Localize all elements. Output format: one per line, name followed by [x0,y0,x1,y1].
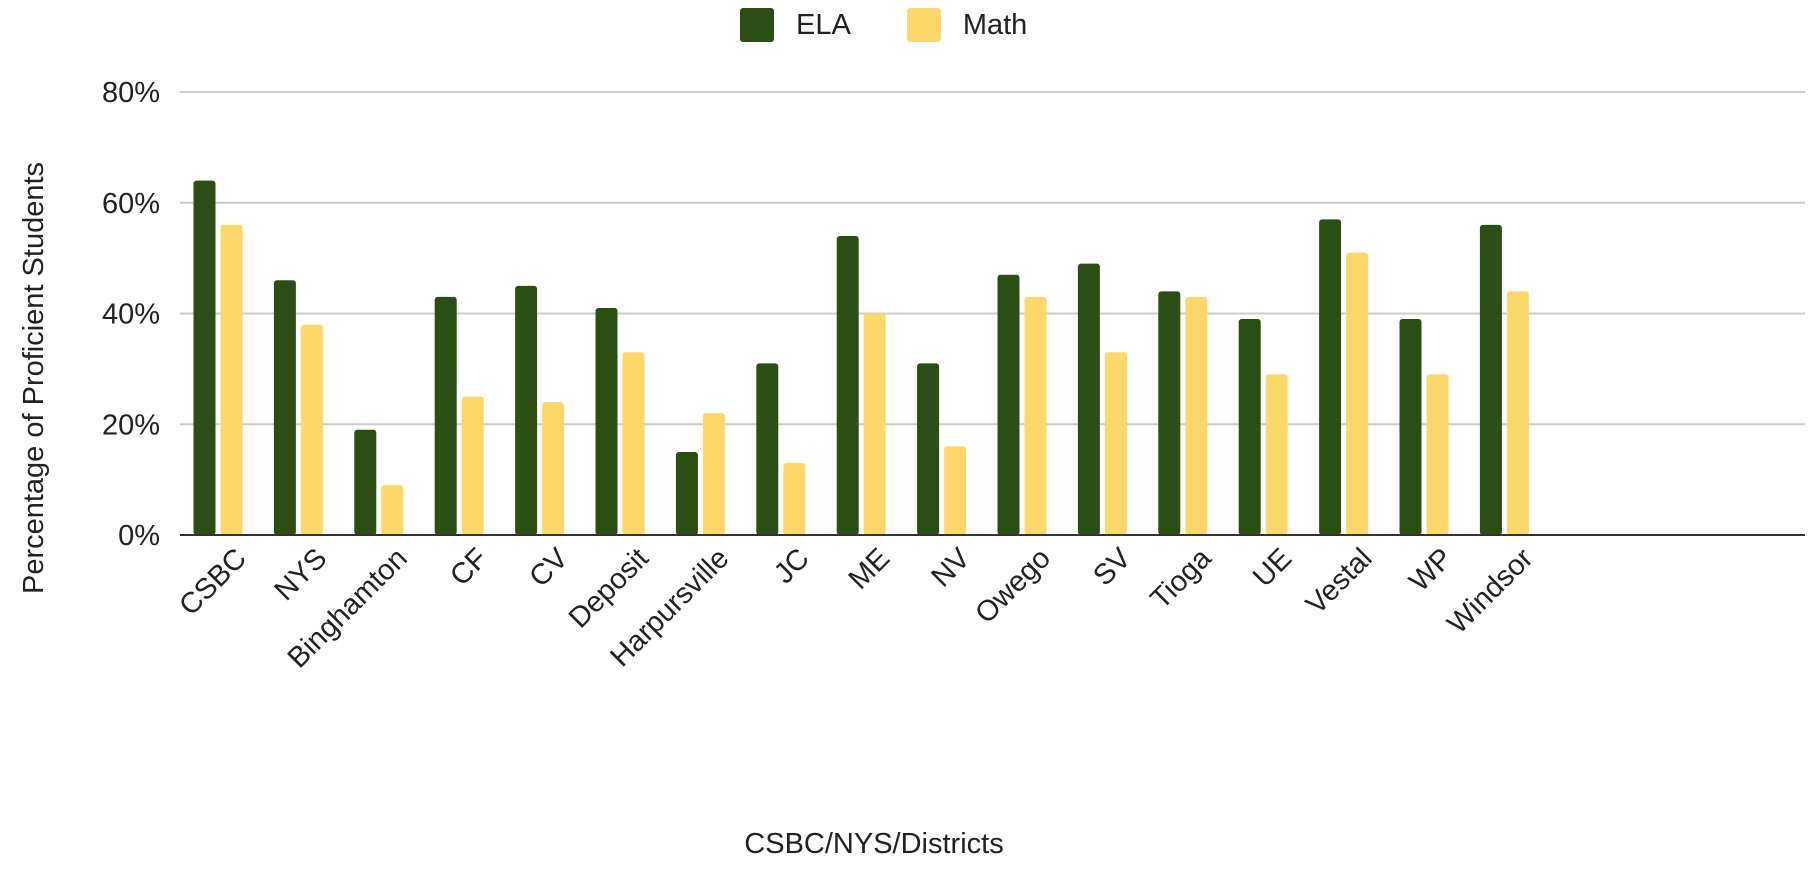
bar-ela-nys [273,280,296,535]
bar-math-windsor [1506,291,1529,535]
bar-math-cf [461,396,484,535]
x-tick-label: Windsor [1442,542,1540,640]
y-tick-label: 20% [102,409,160,441]
x-tick-label: Tioga [1145,542,1219,616]
bar-ela-vestal [1319,219,1342,536]
bar-math-deposit [622,352,645,535]
bar-math-tioga [1185,296,1208,535]
bar-ela-binghamton [354,429,377,535]
x-tick-label: ME [843,542,896,595]
legend-item-math: Math [906,8,1028,42]
bar-ela-deposit [595,307,618,535]
bar-math-owego [1024,296,1047,535]
bar-ela-cf [434,296,457,535]
y-tick-label: 0% [118,520,160,552]
bar-ela-csbc [193,180,216,535]
x-tick-label: WP [1403,542,1459,598]
x-tick-label: CF [444,542,494,592]
y-axis-title: Percentage of Proficient Students [18,162,50,594]
bar-ela-ue [1238,319,1261,535]
x-tick-label: NYS [269,542,334,607]
y-tick-label: 40% [102,299,160,331]
x-tick-label: Vestal [1300,542,1378,620]
bar-math-sv [1104,352,1127,535]
x-axis-title: CSBC/NYS/Districts [744,828,1003,860]
bar-math-jc [783,463,806,535]
y-axis-ticks: 0% 20% 40% 60% 80% [102,77,160,552]
bar-ela-jc [756,363,779,535]
bar-ela-me [836,235,859,535]
x-tick-label: NV [925,542,977,594]
bar-math-nv [944,446,967,535]
x-tick-label: UE [1247,542,1298,593]
bar-math-csbc [220,224,243,535]
bar-math-me [863,313,886,535]
bars [193,180,1529,536]
bar-math-wp [1426,374,1449,535]
x-tick-label: Owego [969,542,1057,630]
bar-ela-wp [1399,319,1422,535]
bar-ela-owego [997,274,1020,535]
bar-ela-windsor [1479,224,1502,535]
legend-label-ela: ELA [796,8,851,41]
legend: ELA Math [740,8,1083,42]
bar-ela-cv [515,285,538,535]
x-tick-label: JC [768,542,816,590]
bar-math-cv [542,402,565,535]
x-tick-label: CSBC [173,542,253,622]
bar-ela-nv [917,363,940,535]
y-tick-label: 60% [102,188,160,220]
gridlines [180,91,1805,426]
bar-math-harpursville [702,413,725,535]
legend-swatch-ela [740,8,774,42]
bar-math-nys [300,324,323,535]
bar-ela-sv [1077,263,1100,535]
bar-math-binghamton [381,485,404,535]
legend-swatch-math [906,8,941,42]
bar-ela-harpursville [675,451,698,535]
legend-label-math: Math [962,8,1028,41]
bar-ela-tioga [1158,291,1181,535]
x-tick-label: SV [1087,542,1137,592]
bar-math-vestal [1346,252,1369,535]
y-tick-label: 80% [102,77,160,109]
bar-math-ue [1265,374,1288,535]
legend-item-ela: ELA [740,8,851,42]
x-tick-label: CV [523,542,575,594]
